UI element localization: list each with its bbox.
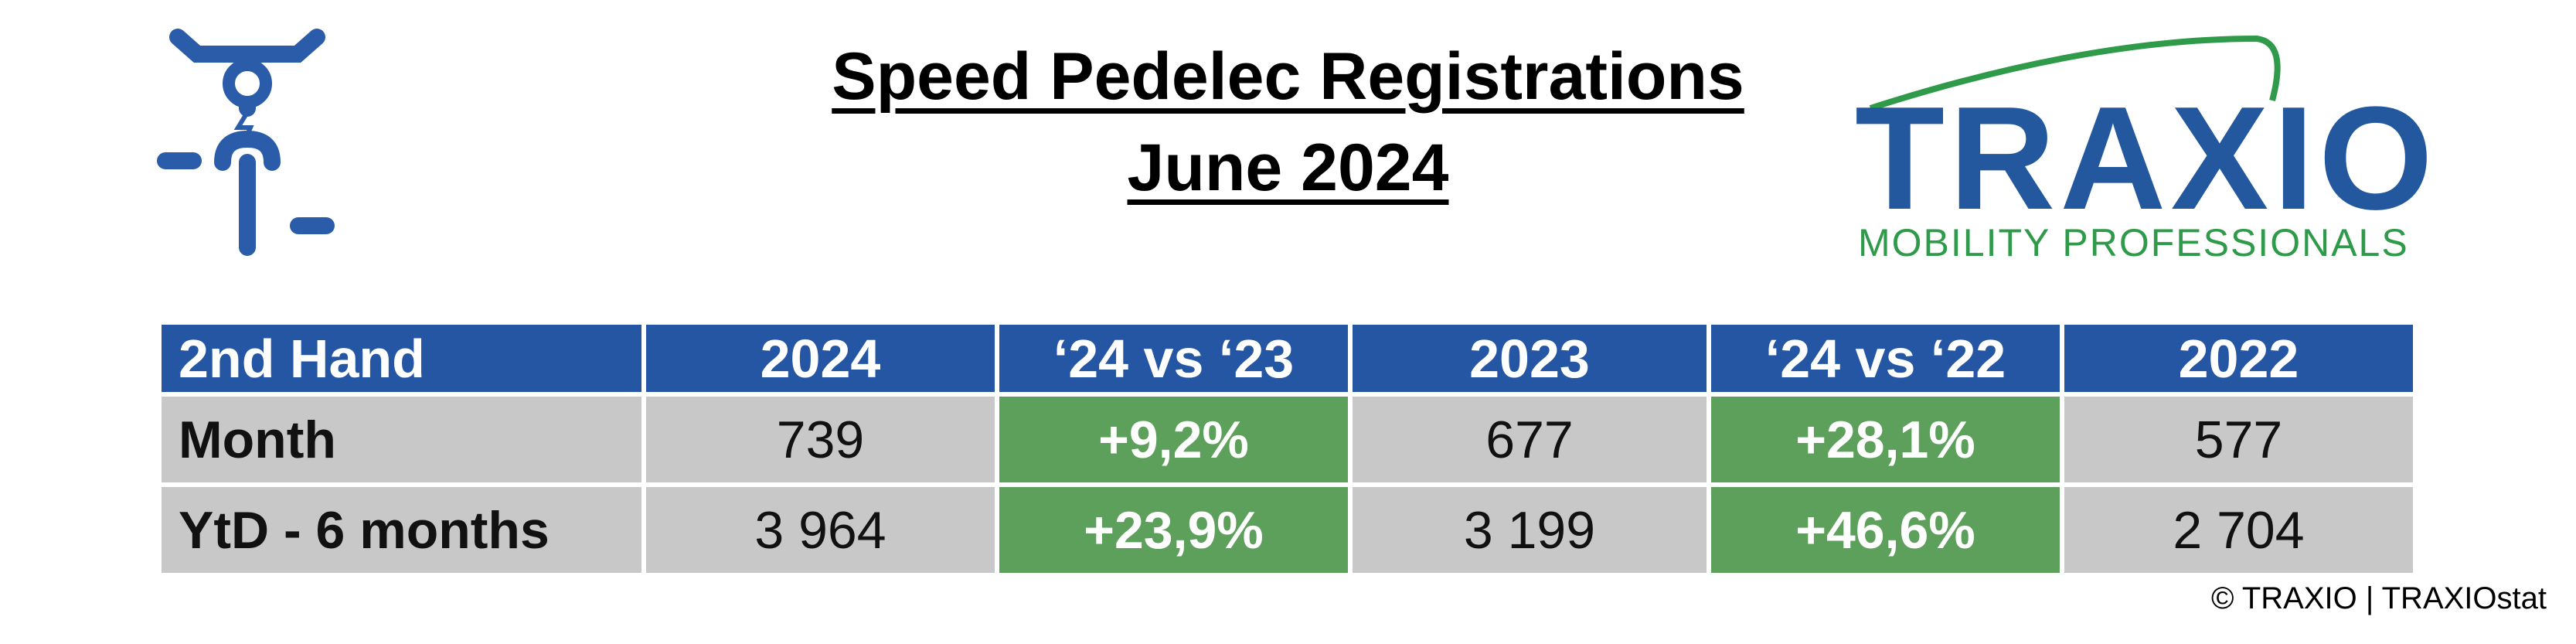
table-cell: +28,1% (1709, 394, 2062, 485)
table-cell: 3 964 (644, 485, 997, 575)
title: Speed Pedelec Registrations (832, 39, 1744, 114)
table-cell: 3 199 (1350, 485, 1709, 575)
table-cell: +9,2% (997, 394, 1350, 485)
table-cell: +23,9% (997, 485, 1350, 575)
table-cell: ‘24 vs ‘23 (997, 322, 1350, 394)
scooter-icon (157, 29, 335, 256)
table-cell: YtD - 6 months (159, 485, 644, 575)
table-cell: 677 (1350, 394, 1709, 485)
table-cell: 577 (2062, 394, 2415, 485)
table-cell: 2022 (2062, 322, 2415, 394)
logo-tagline: MOBILITY PROFESSIONALS (1858, 221, 2409, 264)
logo-swoosh (1869, 35, 2281, 111)
table-cell: 2nd Hand (159, 322, 644, 394)
table-cell: +46,6% (1709, 485, 2062, 575)
table-cell: Month (159, 394, 644, 485)
logo-name: TRAXIO (1855, 77, 2438, 240)
table-cell: 2 704 (2062, 485, 2415, 575)
table-cell: 2023 (1350, 322, 1709, 394)
table-cell: ‘24 vs ‘22 (1709, 322, 2062, 394)
table-cell: 739 (644, 394, 997, 485)
footer: © TRAXIO | TRAXIOstat (2210, 581, 2547, 615)
subtitle: June 2024 (1127, 131, 1449, 205)
table-cell: 2024 (644, 322, 997, 394)
